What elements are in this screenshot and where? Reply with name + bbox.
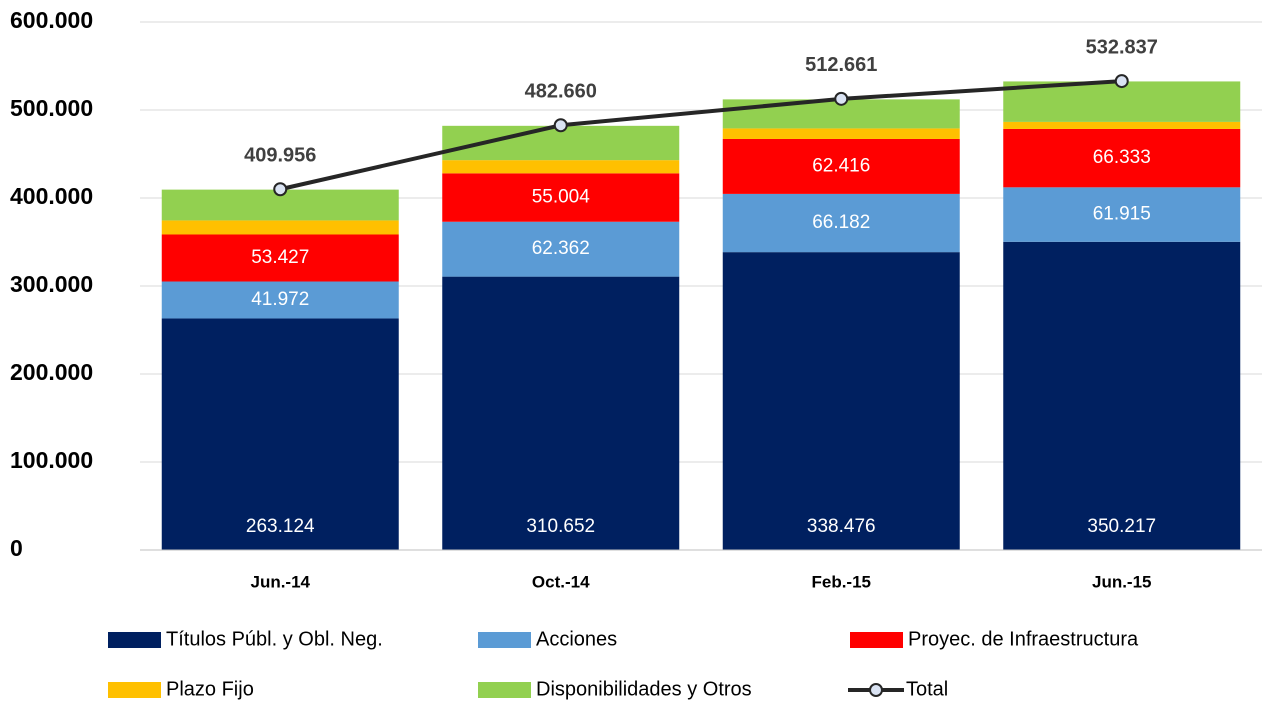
total-point [1114,74,1129,89]
legend-label: Total [906,678,948,700]
x-tick-label: Oct.-14 [532,572,590,591]
total-label: 482.660 [525,81,597,103]
data-label: 338.476 [807,516,876,537]
x-tick-label: Jun.-15 [1092,572,1152,591]
x-tick-label: Feb.-15 [811,572,871,591]
data-label: 263.124 [246,516,315,537]
legend-swatch [108,682,161,698]
data-label: 41.972 [251,289,309,310]
bar-segment [722,128,960,139]
data-label: 55.004 [532,187,591,208]
bar-segment [161,220,399,235]
data-label: 61.915 [1093,204,1151,225]
total-point [834,91,849,106]
bar-segment [161,318,399,550]
bar-segment [161,234,399,282]
y-tick-label: 500.000 [10,95,93,121]
y-tick-label: 0 [10,535,23,561]
total-label: 409.956 [244,145,316,167]
legend-marker [869,683,883,697]
legend-swatch [478,632,531,648]
bar-segment [722,252,960,550]
legend-label: Plazo Fijo [166,678,254,700]
data-label: 66.333 [1093,147,1151,168]
y-tick-label: 300.000 [10,271,93,297]
y-tick-label: 400.000 [10,183,93,209]
legend-label: Disponibilidades y Otros [536,678,752,700]
data-label: 350.217 [1087,516,1156,537]
total-label: 532.837 [1086,36,1158,58]
total-line [279,79,1122,192]
legend-label: Acciones [536,628,617,650]
y-tick-label: 100.000 [10,447,93,473]
data-label: 310.652 [526,516,595,537]
bar-segment [442,160,680,174]
data-label: 66.182 [812,212,870,233]
data-label: 62.362 [532,238,590,259]
data-label: 53.427 [251,247,309,268]
total-point [553,118,568,133]
y-tick-label: 600.000 [10,7,93,33]
x-tick-label: Jun.-14 [250,572,310,591]
bar-segment [442,276,680,550]
bar-segment [1003,187,1241,242]
legend-swatch [478,682,531,698]
legend-swatch [108,632,161,648]
y-tick-label: 200.000 [10,359,93,385]
legend-label: Títulos Públ. y Obl. Neg. [166,628,383,650]
bar-segment [1003,121,1241,129]
legend-label: Proyec. de Infraestructura [908,628,1139,650]
bar-segment [161,281,399,319]
data-label: 62.416 [812,155,870,176]
total-label: 512.661 [805,54,877,76]
total-point [273,182,288,197]
bar-segment [722,193,960,253]
legend-swatch [850,632,903,648]
bar-segment [722,138,960,194]
bar-segment [442,221,680,277]
bar-segment [1003,81,1241,122]
bar-segment [442,173,680,222]
bar-segment [1003,128,1241,188]
bar-segment [1003,241,1241,551]
